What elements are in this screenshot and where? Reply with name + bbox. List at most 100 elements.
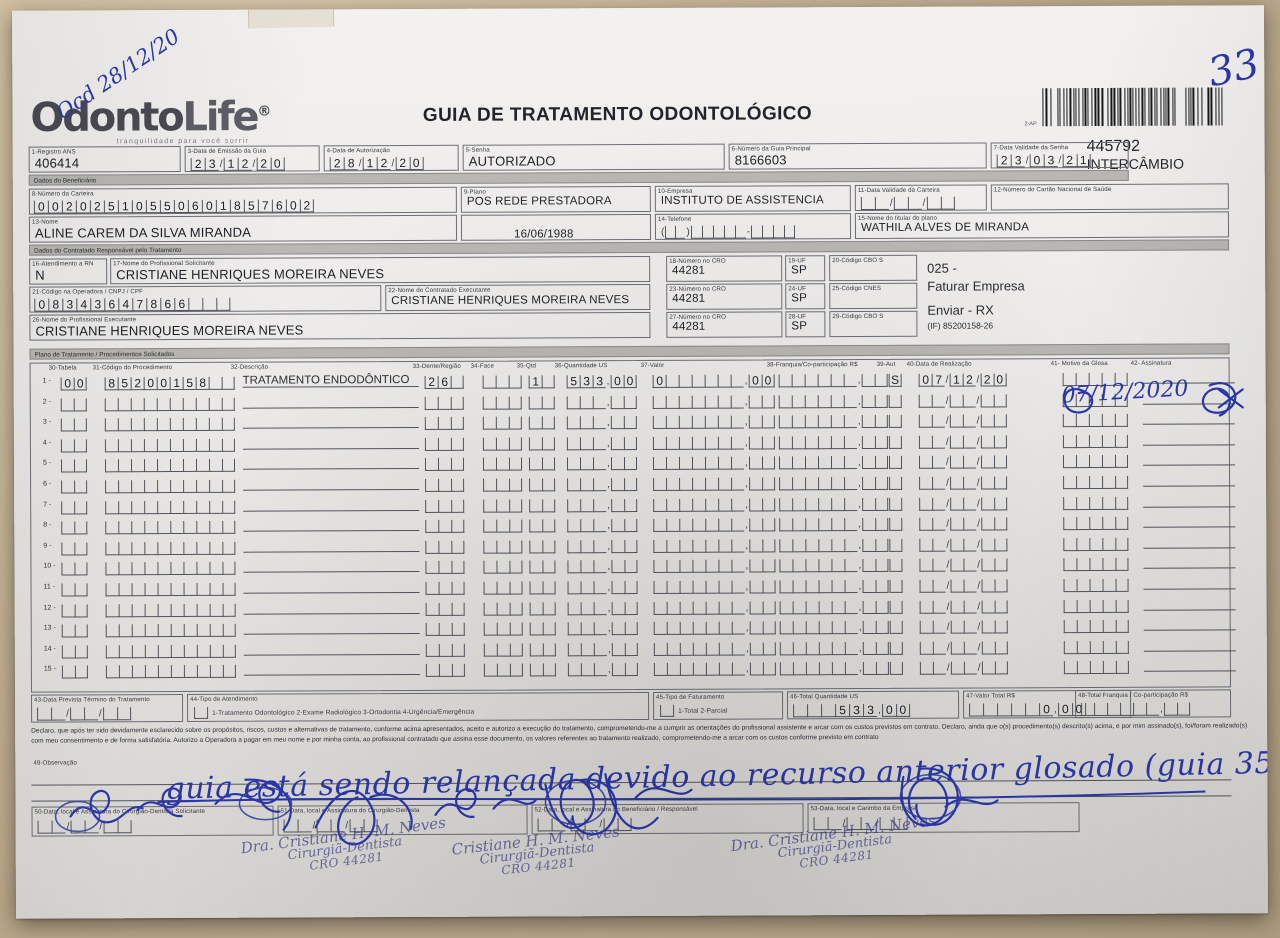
cell-assinatura[interactable] [1142, 390, 1235, 405]
cell-motivo[interactable] [1062, 391, 1128, 409]
cell-aut[interactable] [888, 434, 902, 452]
cell-descricao[interactable] [243, 579, 420, 594]
cell-dente[interactable] [425, 662, 465, 680]
cell-qtd_us[interactable]: , [567, 538, 638, 556]
cell-assinatura[interactable] [1143, 596, 1236, 611]
cell-descricao[interactable] [243, 600, 420, 615]
cell-aut[interactable] [889, 475, 903, 493]
cell-data_real[interactable]: / / [919, 495, 1007, 513]
cell-motivo[interactable] [1063, 515, 1129, 533]
cell-tabela[interactable] [61, 602, 88, 620]
cell-qtd[interactable]: 1 [528, 373, 555, 389]
cell-qtd[interactable] [529, 621, 556, 639]
cell-codigo[interactable] [105, 540, 236, 559]
cell-dente[interactable] [425, 580, 465, 598]
cell-motivo[interactable] [1063, 494, 1129, 512]
cell-assinatura[interactable] [1142, 411, 1235, 425]
cell-descricao[interactable] [242, 456, 420, 471]
phone-comb[interactable]: () - [660, 223, 796, 239]
date-comb-sig-53[interactable]: / / [813, 815, 908, 831]
cell-qtd_us[interactable]: , [567, 579, 638, 597]
cell-valor[interactable]: , [652, 455, 775, 474]
cell-tabela[interactable] [61, 499, 88, 517]
field-data-prevista-termino[interactable]: 43-Data Prevista Término do Tratamento /… [31, 693, 184, 723]
date-comb-validade-senha[interactable]: 2 3/0 3/2 1 [996, 152, 1091, 168]
cell-valor[interactable]: , [653, 537, 776, 556]
cell-dente[interactable] [425, 621, 465, 639]
cell-valor[interactable]: , [653, 640, 776, 659]
cell-franquia[interactable]: , [778, 372, 888, 390]
cell-codigo[interactable] [104, 457, 236, 476]
field-observacao[interactable]: 49-Observação [31, 753, 1232, 802]
cell-aut[interactable] [889, 619, 903, 637]
cell-descricao[interactable] [242, 394, 419, 409]
cell-data_real[interactable]: / / [919, 598, 1008, 616]
cell-valor[interactable]: , [652, 393, 775, 412]
field-cartao-nacional-saude[interactable]: 12-Número do Cartão Nacional de Saúde [990, 183, 1229, 211]
cell-qtd[interactable] [529, 641, 556, 659]
cell-descricao[interactable] [243, 538, 420, 553]
cell-data_real[interactable]: / / [918, 413, 1007, 431]
cell-dente[interactable] [425, 518, 465, 536]
cell-face[interactable] [483, 641, 523, 659]
field-tipo-atendimento[interactable]: 44-Tipo de Atendimento 1-Tratamento Odon… [187, 691, 650, 722]
cell-valor[interactable]: , [653, 661, 776, 680]
cell-assinatura[interactable] [1143, 658, 1236, 673]
cell-qtd_us[interactable]: , [567, 600, 638, 618]
cell-qtd_us[interactable]: , [566, 435, 637, 453]
cell-data_real[interactable]: / / [919, 660, 1008, 678]
cell-qtd[interactable] [528, 415, 555, 433]
cell-data_real[interactable]: 0 7/1 2/2 0 [918, 371, 1007, 387]
cell-qtd_us[interactable]: , [567, 641, 638, 659]
cell-valor[interactable]: , [653, 496, 775, 515]
cell-face[interactable] [483, 662, 523, 680]
cell-valor[interactable]: , [653, 558, 776, 577]
field-data-emissao[interactable]: 3-Data de Emissão da Guia 2 3/1 2/2 0 [184, 145, 320, 172]
cell-dente[interactable] [425, 642, 465, 660]
cell-qtd[interactable] [529, 518, 556, 536]
date-comb-validade-carteira[interactable]: / / [860, 195, 955, 211]
date-comb-emissao[interactable]: 2 3/1 2/2 0 [190, 156, 285, 171]
cell-motivo[interactable] [1063, 597, 1129, 615]
cell-assinatura[interactable] [1143, 535, 1236, 549]
field-registro-ans[interactable]: 1-Registro ANS 406414 [28, 146, 181, 173]
cell-valor[interactable]: , [653, 578, 776, 597]
cell-codigo[interactable] [104, 395, 235, 414]
cell-valor[interactable]: , [653, 599, 776, 618]
cell-tabela[interactable] [61, 478, 88, 496]
cell-qtd_us[interactable]: , [567, 476, 637, 494]
field-uf-executante[interactable]: 24-UF SP [785, 283, 826, 310]
cell-tabela[interactable] [61, 520, 88, 538]
cell-qtd_us[interactable]: , [567, 620, 638, 638]
cell-dente[interactable] [425, 497, 465, 515]
cell-descricao[interactable] [243, 476, 420, 491]
cell-franquia[interactable]: , [779, 660, 889, 678]
cell-tabela[interactable] [60, 437, 87, 455]
field-nome-beneficiario[interactable]: 13-Nome ALINE CAREM DA SILVA MIRANDA [28, 214, 458, 243]
field-plano[interactable]: 9-Plano POS REDE PRESTADORA [460, 185, 651, 213]
cell-data_real[interactable]: / / [919, 619, 1008, 637]
field-telefone[interactable]: 14-Telefone () - [654, 213, 852, 240]
cell-franquia[interactable]: , [779, 496, 888, 514]
cell-descricao[interactable] [242, 435, 419, 450]
field-empresa[interactable]: 10-Empresa INSTITUTO DE ASSISTENCIA [654, 185, 851, 212]
cell-face[interactable] [483, 580, 523, 598]
cell-qtd[interactable] [529, 662, 556, 680]
cell-face[interactable] [483, 518, 523, 536]
cell-data_real[interactable]: / / [919, 639, 1008, 657]
cell-valor[interactable]: , [653, 475, 775, 494]
field-assinatura-dentista[interactable]: 51-Data, local e Assinatura do Cirurgião… [277, 804, 528, 836]
total-franquia-comb[interactable]: , [1081, 701, 1190, 717]
cell-codigo[interactable] [105, 601, 236, 620]
cell-data_real[interactable]: / / [918, 392, 1007, 410]
cell-codigo[interactable] [105, 560, 236, 579]
cell-assinatura[interactable] [1142, 370, 1235, 384]
cell-codigo[interactable] [105, 478, 236, 497]
cell-assinatura[interactable] [1143, 555, 1236, 570]
cell-descricao[interactable] [243, 497, 420, 512]
cell-assinatura[interactable] [1142, 452, 1236, 467]
